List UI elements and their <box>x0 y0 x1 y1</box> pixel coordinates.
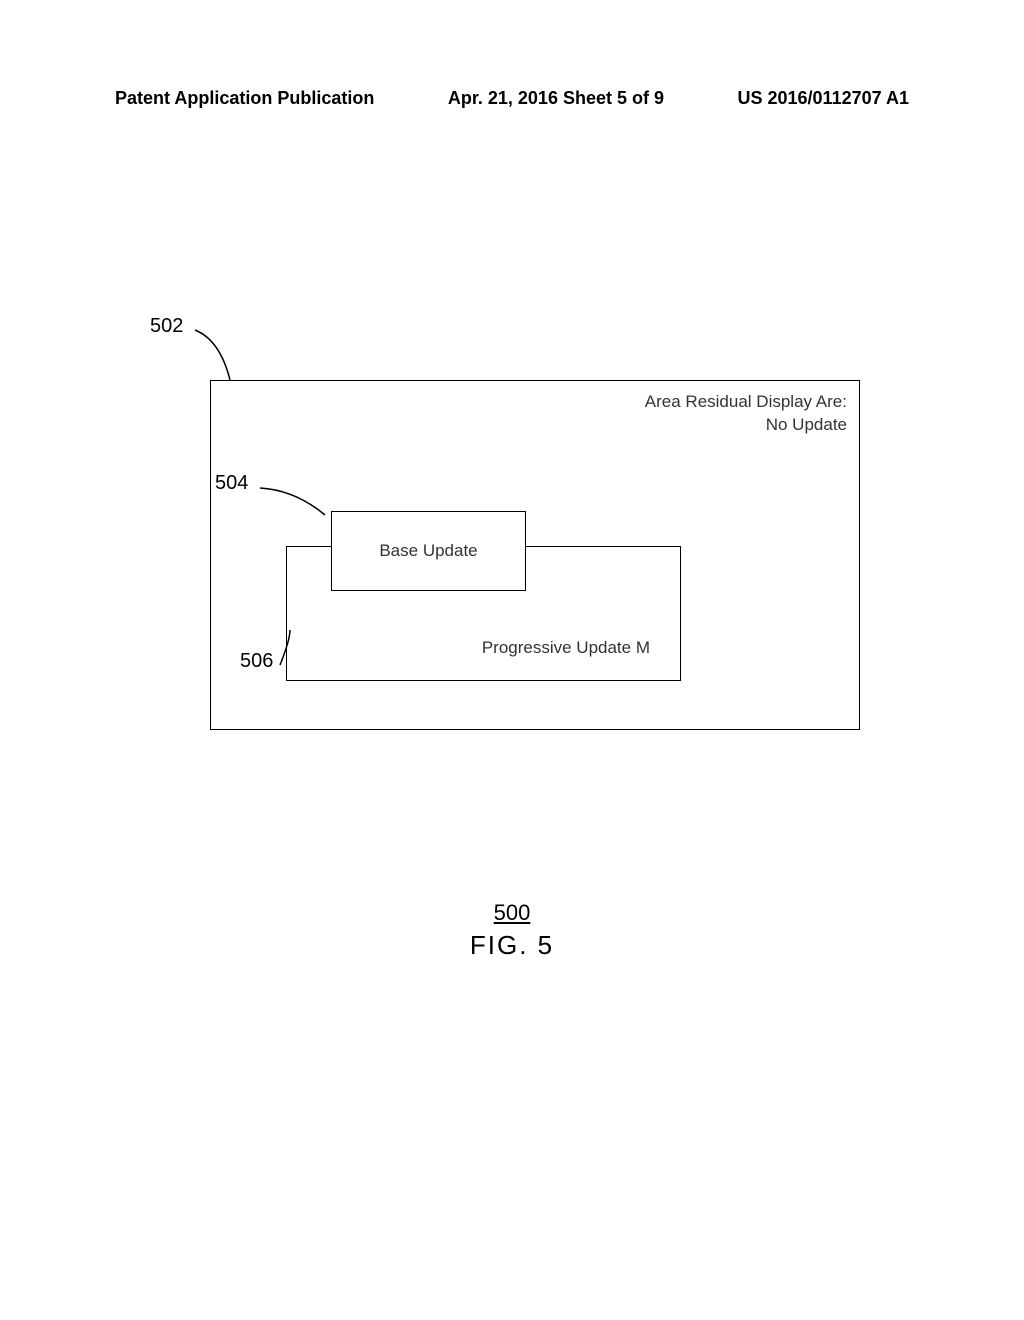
figure-name: FIG. 5 <box>470 930 554 960</box>
figure-number: 500 <box>0 900 1024 926</box>
outer-box: Area Residual Display Are: No Update Pro… <box>210 380 860 730</box>
residual-text: Area Residual Display Are: No Update <box>645 391 847 437</box>
ref-label-506: 506 <box>240 650 273 673</box>
residual-line1: Area Residual Display Are: <box>645 392 847 411</box>
ref-label-504: 504 <box>215 472 248 495</box>
base-box: Base Update <box>331 511 526 591</box>
diagram: 502 Area Residual Display Are: No Update… <box>180 330 880 730</box>
base-label: Base Update <box>379 541 477 561</box>
header-right: US 2016/0112707 A1 <box>738 88 909 109</box>
figure-caption: 500 FIG. 5 <box>0 900 1024 961</box>
header-center: Apr. 21, 2016 Sheet 5 of 9 <box>448 88 664 109</box>
progressive-label: Progressive Update M <box>482 638 650 658</box>
page-header: Patent Application Publication Apr. 21, … <box>115 88 909 109</box>
ref-label-502: 502 <box>150 315 183 338</box>
header-left: Patent Application Publication <box>115 88 374 109</box>
residual-line2: No Update <box>766 415 847 434</box>
